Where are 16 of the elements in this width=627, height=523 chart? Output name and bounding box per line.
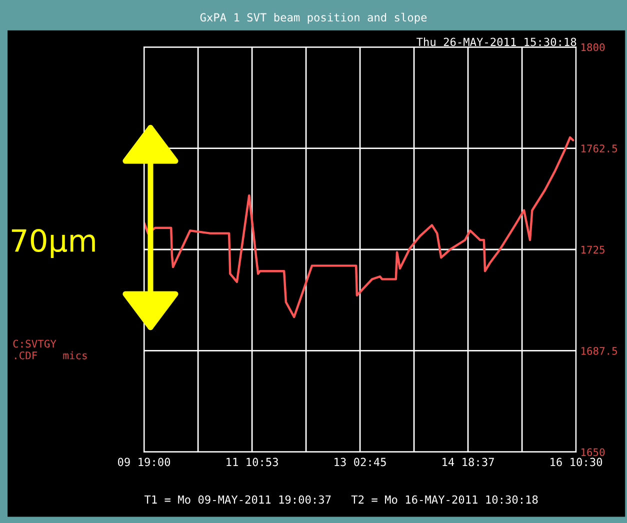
y-tick-label: 1687.5	[581, 346, 617, 355]
y-tick-label: 1800	[581, 43, 605, 52]
x-tick-label: 14 18:37	[442, 458, 494, 466]
text: 70μm	[12, 228, 95, 258]
y-tick-label: 1762.5	[581, 144, 617, 152]
text: T1 = Mo 09-MAY-2011 19:00:37	[144, 495, 331, 504]
x-tick-label: 16 10:30	[550, 458, 602, 466]
y-axis-title: C:SVTGY .CDF mics	[13, 340, 87, 360]
chart-title: GxPA 1 SVT beam position and slope	[200, 12, 427, 24]
x-tick-label: 13 02:45	[334, 458, 386, 466]
x-tick-label: 11 10:53	[226, 458, 278, 466]
y-tick-label: 1725	[581, 246, 604, 254]
text: T2 = Mo 16-MAY-2011 10:30:18	[351, 495, 538, 504]
text: Thu 26-MAY-2011 15:30:18	[416, 38, 576, 46]
y-tick-label: 1650	[581, 448, 605, 456]
x-tick-label: 09 19:00	[118, 458, 170, 466]
